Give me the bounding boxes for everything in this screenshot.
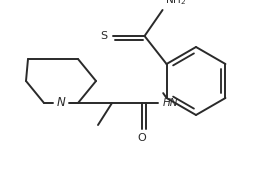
Text: HN: HN	[162, 98, 178, 108]
Text: N: N	[57, 97, 65, 109]
Text: NH$_2$: NH$_2$	[164, 0, 186, 7]
Text: S: S	[100, 31, 108, 41]
Text: O: O	[138, 133, 146, 143]
